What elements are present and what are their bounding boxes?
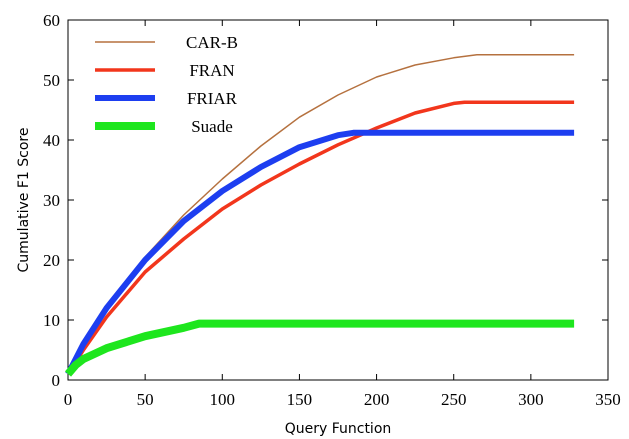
line-series — [65, 129, 575, 376]
x-tick-label: 150 — [287, 390, 313, 409]
y-axis-label: Cumulative F1 Score — [16, 128, 32, 273]
x-tick-label: 350 — [595, 390, 621, 409]
y-tick-label: 50 — [43, 71, 60, 90]
y-tick-label: 0 — [52, 371, 61, 390]
y-tick-label: 10 — [43, 311, 60, 330]
legend-label: Suade — [191, 117, 233, 136]
line-series — [66, 100, 575, 375]
legend-label: CAR-B — [186, 33, 238, 52]
y-tick-label: 40 — [43, 131, 60, 150]
x-tick-label: 250 — [441, 390, 467, 409]
line-series — [64, 319, 575, 377]
y-tick-label: 60 — [43, 11, 60, 30]
x-tick-label: 200 — [364, 390, 390, 409]
x-tick-label: 100 — [210, 390, 236, 409]
x-tick-label: 0 — [64, 390, 73, 409]
y-tick-label: 30 — [43, 191, 60, 210]
x-tick-label: 50 — [137, 390, 154, 409]
legend-label: FRAN — [189, 61, 234, 80]
x-tick-label: 300 — [518, 390, 544, 409]
x-axis-label: Query Function — [285, 421, 392, 437]
y-tick-label: 20 — [43, 251, 60, 270]
legend-label: FRIAR — [187, 89, 238, 108]
